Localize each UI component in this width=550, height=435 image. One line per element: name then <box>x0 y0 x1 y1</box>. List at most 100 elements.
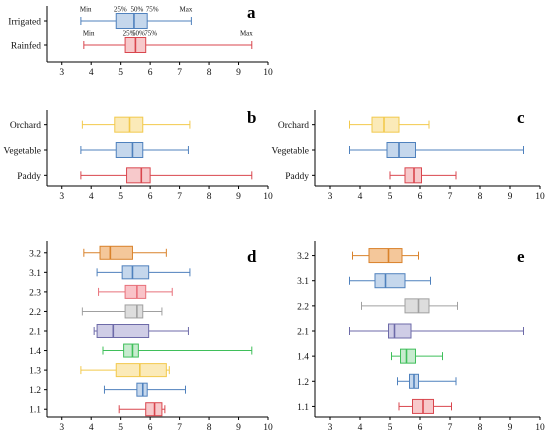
annotation-max: Max <box>180 6 193 14</box>
panel-label-d: d <box>247 247 257 266</box>
iqr-box <box>371 116 400 133</box>
box-b-paddy: Paddy <box>17 167 253 184</box>
category-label: 3.2 <box>29 249 41 259</box>
category-label: 1.1 <box>29 406 41 416</box>
panel-c: 3 4 5 6 7 8 9 10 c Orchard Vegetable Paddy <box>272 108 545 202</box>
annotation-q1: 25% <box>114 6 127 14</box>
x-tick-label: 3 <box>328 423 333 433</box>
annotation-min: Min <box>80 6 92 14</box>
iqr-box <box>368 248 403 264</box>
category-label: 1.4 <box>29 347 41 357</box>
x-tick-label: 3 <box>59 192 64 202</box>
panel-label-c: c <box>517 108 525 127</box>
annotation-median: 50% <box>131 6 144 14</box>
panel-b: 3 4 5 6 7 8 9 10 b Orchard Vegetable Paddy <box>4 108 273 202</box>
x-tick-label: 9 <box>508 192 513 202</box>
panel-d: 3 4 5 6 7 8 9 10 d 3.2 3.1 2.3 2.2 2.1 1.4 1.3 1.2 1.1 <box>29 241 273 433</box>
category-label: 1.4 <box>297 353 309 363</box>
x-tick-label: 3 <box>59 423 64 433</box>
iqr-box <box>400 348 416 364</box>
x-tick-label: 6 <box>148 423 153 433</box>
box-e-3.1: 3.1 <box>297 273 431 289</box>
x-tick-label: 10 <box>263 192 273 202</box>
box-d-2.3: 2.3 <box>29 284 173 299</box>
x-tick-label: 6 <box>418 192 423 202</box>
category-label: Orchard <box>10 121 41 131</box>
x-tick-label: 6 <box>418 423 423 433</box>
annotation-min: Min <box>83 30 95 38</box>
x-tick-label: 7 <box>448 192 453 202</box>
x-tick-label: 5 <box>388 423 393 433</box>
category-label: Rainfed <box>11 41 41 52</box>
x-tick-label: 3 <box>328 192 333 202</box>
box-b-orchard: Orchard <box>10 116 191 133</box>
box-c-paddy: Paddy <box>285 167 457 184</box>
iqr-box <box>374 273 406 289</box>
category-label: Vegetable <box>272 147 309 157</box>
box-d-2.2: 2.2 <box>29 304 163 319</box>
category-label: 1.3 <box>29 367 41 377</box>
iqr-box <box>115 13 148 29</box>
category-label: 2.1 <box>297 328 309 338</box>
annotation-q1: 25% <box>123 30 136 38</box>
x-tick-label: 6 <box>148 68 153 78</box>
iqr-box <box>96 324 150 338</box>
box-c-orchard: Orchard <box>278 116 430 133</box>
iqr-box <box>386 142 416 158</box>
x-tick-label: 5 <box>118 68 123 78</box>
x-tick-label: 7 <box>177 68 182 78</box>
annotation-q3: 75% <box>146 6 159 14</box>
x-tick-label: 8 <box>207 192 212 202</box>
box-e-3.2: 3.2 <box>297 248 419 264</box>
category-label: Irrigated <box>8 18 41 28</box>
x-tick-label: 9 <box>236 192 241 202</box>
box-c-vegetable: Vegetable <box>272 142 524 158</box>
x-tick-label: 8 <box>207 68 212 78</box>
box-d-1.3: 1.3 <box>29 363 170 378</box>
iqr-box <box>388 323 412 339</box>
x-tick-label: 4 <box>358 192 363 202</box>
x-tick-label: 9 <box>236 68 241 78</box>
x-tick-label: 10 <box>263 68 273 78</box>
category-label: 3.1 <box>29 269 41 279</box>
box-d-3.1: 3.1 <box>29 265 191 280</box>
annotation-max: Max <box>240 30 253 38</box>
panel-label-a: a <box>247 3 256 22</box>
x-tick-label: 10 <box>535 192 545 202</box>
x-tick-label: 5 <box>388 192 393 202</box>
annotation-q3: 75% <box>144 30 157 38</box>
x-tick-label: 8 <box>207 423 212 433</box>
box-e-1.1: 1.1 <box>297 398 452 414</box>
x-tick-label: 8 <box>478 423 483 433</box>
x-tick-label: 6 <box>148 192 153 202</box>
category-label: 2.2 <box>297 302 309 312</box>
iqr-box <box>124 304 144 319</box>
iqr-box <box>115 363 167 378</box>
box-e-2.2: 2.2 <box>297 298 458 314</box>
x-tick-label: 10 <box>263 423 273 433</box>
category-label: Vegetable <box>4 147 41 157</box>
panel-label-b: b <box>247 108 256 127</box>
x-tick-label: 4 <box>89 192 94 202</box>
annotation-median: 50% <box>132 30 145 38</box>
category-label: 1.2 <box>29 386 41 396</box>
category-label: Paddy <box>285 172 309 182</box>
x-tick-label: 4 <box>89 68 94 78</box>
iqr-box <box>404 298 430 314</box>
box-a-rainfed: Rainfed Min 25%50% 75% Max <box>11 30 253 53</box>
category-label: 2.1 <box>29 328 41 338</box>
box-e-1.4: 1.4 <box>297 348 443 364</box>
x-tick-label: 7 <box>177 192 182 202</box>
box-b-vegetable: Vegetable <box>4 142 189 158</box>
panel-label-e: e <box>517 247 525 266</box>
box-e-1.2: 1.2 <box>297 373 457 389</box>
category-label: 2.3 <box>29 288 41 298</box>
iqr-box <box>99 245 133 260</box>
box-d-1.2: 1.2 <box>29 382 186 397</box>
iqr-box <box>124 284 147 299</box>
x-tick-label: 8 <box>478 192 483 202</box>
iqr-box <box>121 265 150 280</box>
x-tick-label: 7 <box>177 423 182 433</box>
x-tick-label: 9 <box>236 423 241 433</box>
category-label: 3.1 <box>297 277 309 287</box>
